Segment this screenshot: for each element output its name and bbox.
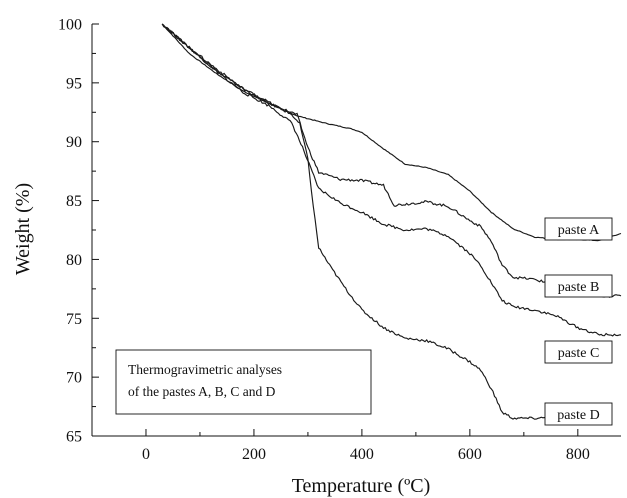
- x-axis-title: Temperature (ºC): [292, 475, 431, 497]
- y-tick-label: 75: [66, 311, 82, 328]
- series-label-box: [544, 274, 613, 298]
- series-label-text: paste A: [558, 223, 600, 238]
- series-labels: paste A paste B paste C paste D: [544, 217, 613, 426]
- series-label-box: [544, 217, 613, 241]
- y-tick-label: 90: [66, 134, 82, 151]
- series-label-paste-B: paste B: [544, 274, 613, 298]
- annotation-line-1: Thermogravimetric analyses: [128, 362, 282, 377]
- x-tick-label: 600: [458, 446, 482, 463]
- x-tick-label: 200: [242, 446, 266, 463]
- x-tick-label: 0: [142, 446, 150, 463]
- series-label-text: paste D: [557, 408, 599, 423]
- y-tick-label: 65: [66, 429, 82, 446]
- y-tick-label: 85: [66, 193, 82, 210]
- series-label-paste-C: paste C: [544, 340, 613, 364]
- curves: [161, 23, 622, 420]
- ticks: 0 200 400 600 800 65 70 75 80 85 90 95 100: [58, 17, 590, 464]
- annotation-frame: [115, 349, 372, 415]
- series-label-text: paste B: [558, 280, 600, 295]
- annotation-line-2: of the pastes A, B, C and D: [128, 384, 276, 399]
- y-tick-label: 100: [58, 17, 82, 34]
- y-tick-label: 95: [66, 75, 82, 92]
- y-tick-label: 80: [66, 252, 82, 269]
- series-label-text: paste C: [558, 346, 600, 361]
- series-line-paste-C: [161, 23, 622, 337]
- series-label-paste-D: paste D: [544, 402, 613, 426]
- x-tick-label: 400: [350, 446, 374, 463]
- annotation-box: Thermogravimetric analyses of the pastes…: [115, 349, 372, 415]
- series-line-paste-A: [161, 23, 622, 242]
- series-label-box: [544, 402, 613, 426]
- series-line-paste-B: [161, 23, 622, 298]
- y-tick-label: 70: [66, 370, 82, 387]
- series-line-paste-D: [161, 23, 557, 420]
- series-label-box: [544, 340, 613, 364]
- series-label-paste-A: paste A: [544, 217, 613, 241]
- y-axis-title: Weight (%): [12, 183, 34, 275]
- x-tick-label: 800: [566, 446, 590, 463]
